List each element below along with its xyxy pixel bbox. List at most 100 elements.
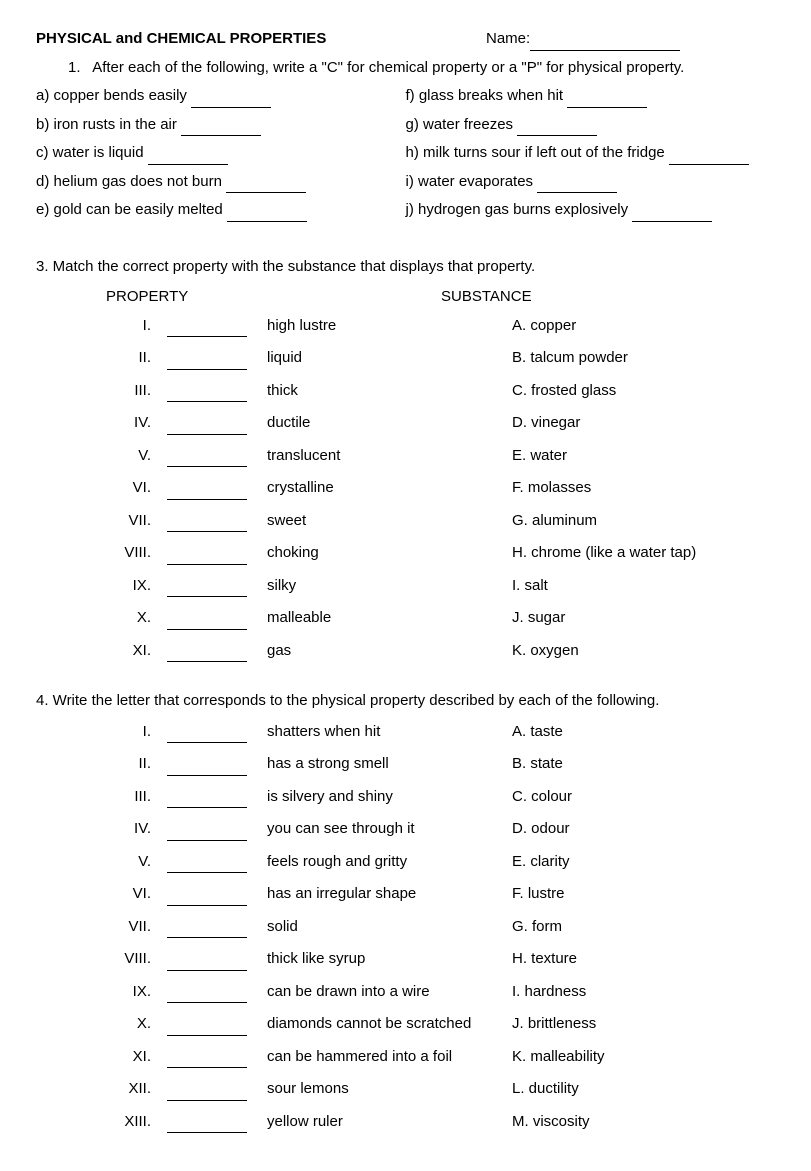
answer-blank[interactable] (167, 924, 247, 938)
blank-col (167, 786, 267, 809)
answer-blank[interactable] (167, 518, 247, 532)
answer-blank[interactable] (167, 892, 247, 906)
answer-blank[interactable] (632, 208, 712, 222)
answer-blank[interactable] (167, 388, 247, 402)
roman-numeral: VIII. (36, 542, 167, 565)
answer-blank[interactable] (167, 1087, 247, 1101)
roman-numeral: VII. (36, 916, 167, 939)
answer-blank[interactable] (167, 486, 247, 500)
description: sweet (267, 510, 512, 533)
roman-numeral: XI. (36, 1046, 167, 1069)
q1-item-label: j) hydrogen gas burns explosively (406, 201, 629, 218)
match-row: VI.crystallineF. molasses (36, 477, 775, 500)
q1-item-label: h) milk turns sour if left out of the fr… (406, 144, 665, 161)
answer-blank[interactable] (167, 453, 247, 467)
answer-blank[interactable] (167, 989, 247, 1003)
description: has a strong smell (267, 753, 512, 776)
q4-intro: 4. Write the letter that corresponds to … (36, 690, 775, 713)
roman-numeral: X. (36, 607, 167, 630)
answer-blank[interactable] (567, 94, 647, 108)
answer-blank[interactable] (167, 729, 247, 743)
match-row: III.thickC. frosted glass (36, 380, 775, 403)
q3-list: I.high lustreA. copperII.liquidB. talcum… (36, 315, 775, 663)
answer-blank[interactable] (167, 762, 247, 776)
answer-blank[interactable] (167, 616, 247, 630)
roman-numeral: II. (36, 753, 167, 776)
description: can be drawn into a wire (267, 981, 512, 1004)
q1-item: f) glass breaks when hit (406, 85, 776, 108)
answer-blank[interactable] (167, 648, 247, 662)
match-row: VIII.chokingH. chrome (like a water tap) (36, 542, 775, 565)
roman-numeral: V. (36, 445, 167, 468)
description: can be hammered into a foil (267, 1046, 512, 1069)
answer-option: A. taste (512, 721, 563, 744)
blank-col (167, 380, 267, 403)
match-row: II.liquidB. talcum powder (36, 347, 775, 370)
q1-item: e) gold can be easily melted (36, 199, 406, 222)
q1-item-label: d) helium gas does not burn (36, 173, 222, 190)
blank-col (167, 640, 267, 663)
answer-blank[interactable] (537, 179, 617, 193)
roman-numeral: VII. (36, 510, 167, 533)
description: thick like syrup (267, 948, 512, 971)
match-row: V.feels rough and grittyE. clarity (36, 851, 775, 874)
description: shatters when hit (267, 721, 512, 744)
description: you can see through it (267, 818, 512, 841)
answer-blank[interactable] (517, 122, 597, 136)
answer-blank[interactable] (167, 583, 247, 597)
q1-number: 1. (68, 59, 81, 76)
match-row: VII.sweetG. aluminum (36, 510, 775, 533)
answer-option: A. copper (512, 315, 576, 338)
answer-blank[interactable] (167, 1054, 247, 1068)
answer-blank[interactable] (167, 551, 247, 565)
blank-col (167, 542, 267, 565)
blank-col (167, 753, 267, 776)
match-row: VI.has an irregular shapeF. lustre (36, 883, 775, 906)
answer-blank[interactable] (167, 827, 247, 841)
description: is silvery and shiny (267, 786, 512, 809)
blank-col (167, 315, 267, 338)
answer-blank[interactable] (167, 323, 247, 337)
roman-numeral: IX. (36, 575, 167, 598)
q1-item-label: e) gold can be easily melted (36, 201, 223, 218)
description: thick (267, 380, 512, 403)
answer-blank[interactable] (167, 859, 247, 873)
answer-blank[interactable] (191, 94, 271, 108)
answer-blank[interactable] (167, 1119, 247, 1133)
answer-option: C. colour (512, 786, 572, 809)
answer-option: K. oxygen (512, 640, 579, 663)
blank-col (167, 575, 267, 598)
match-row: VIII.thick like syrupH. texture (36, 948, 775, 971)
q1-item: i) water evaporates (406, 171, 776, 194)
answer-blank[interactable] (226, 179, 306, 193)
answer-blank[interactable] (167, 957, 247, 971)
match-row: XIII.yellow rulerM. viscosity (36, 1111, 775, 1134)
q3-headers: PROPERTY SUBSTANCE (106, 286, 775, 309)
answer-option: E. clarity (512, 851, 570, 874)
answer-blank[interactable] (669, 151, 749, 165)
answer-option: J. brittleness (512, 1013, 596, 1036)
name-label: Name: (486, 30, 530, 47)
answer-option: M. viscosity (512, 1111, 590, 1134)
q1-right-col: f) glass breaks when hit g) water freeze… (406, 85, 776, 228)
roman-numeral: VIII. (36, 948, 167, 971)
roman-numeral: VI. (36, 883, 167, 906)
header-row: PHYSICAL and CHEMICAL PROPERTIES Name: (36, 28, 775, 51)
answer-blank[interactable] (181, 122, 261, 136)
answer-blank[interactable] (227, 208, 307, 222)
q1-left-col: a) copper bends easily b) iron rusts in … (36, 85, 406, 228)
roman-numeral: IV. (36, 818, 167, 841)
description: crystalline (267, 477, 512, 500)
blank-col (167, 916, 267, 939)
answer-option: I. salt (512, 575, 548, 598)
answer-blank[interactable] (148, 151, 228, 165)
answer-option: D. vinegar (512, 412, 580, 435)
name-blank[interactable] (530, 36, 680, 51)
q1-intro-text: After each of the following, write a "C"… (92, 59, 684, 76)
answer-blank[interactable] (167, 421, 247, 435)
answer-blank[interactable] (167, 356, 247, 370)
description: diamonds cannot be scratched (267, 1013, 512, 1036)
answer-option: I. hardness (512, 981, 586, 1004)
answer-blank[interactable] (167, 794, 247, 808)
description: translucent (267, 445, 512, 468)
